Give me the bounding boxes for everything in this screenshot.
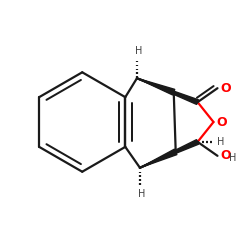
Text: H: H xyxy=(135,46,142,56)
Polygon shape xyxy=(140,149,177,168)
Polygon shape xyxy=(137,78,175,95)
Text: O: O xyxy=(216,116,227,128)
Text: H: H xyxy=(230,153,237,163)
Text: O: O xyxy=(220,149,231,162)
Polygon shape xyxy=(137,78,198,104)
Polygon shape xyxy=(140,140,198,168)
Text: H: H xyxy=(138,189,145,199)
Text: H: H xyxy=(218,137,225,147)
Text: O: O xyxy=(220,82,231,95)
